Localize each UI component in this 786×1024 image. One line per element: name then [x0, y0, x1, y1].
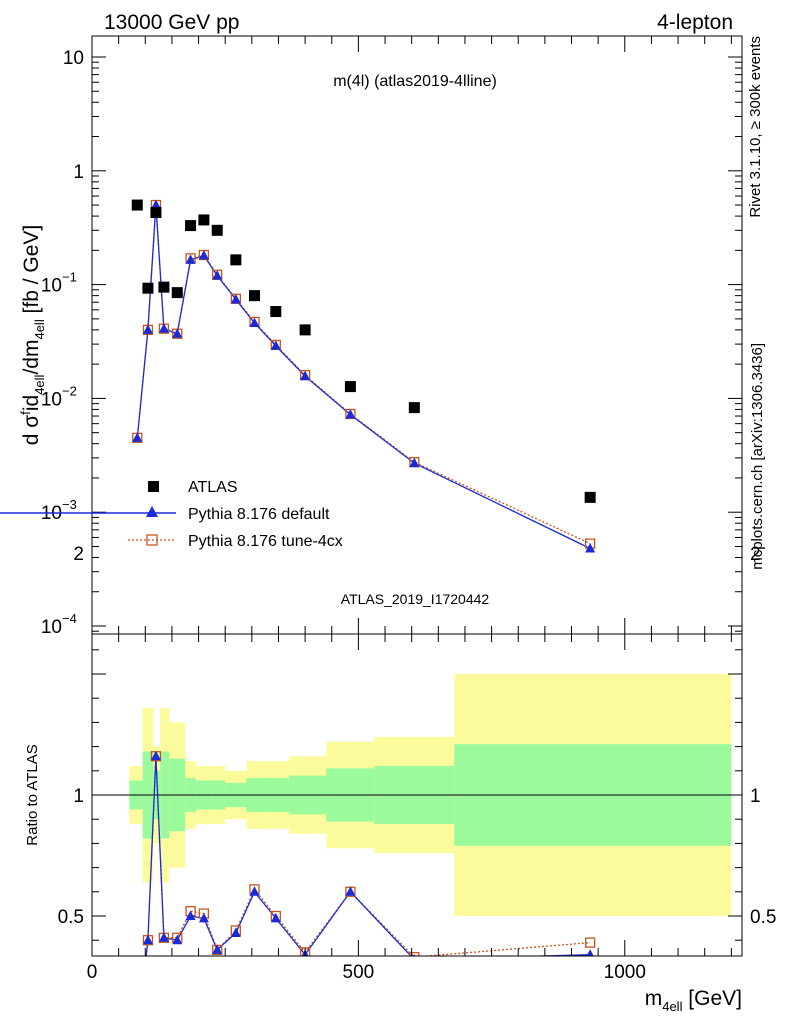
- marker-atlas: [185, 220, 197, 232]
- ratio-marker-default: [172, 934, 183, 945]
- ratio-y-ticks: 0.5 0.5 1 1 2 2: [58, 544, 776, 941]
- main-x-ticks: [91, 36, 732, 634]
- ratio-series-clip: [142, 750, 596, 956]
- marker-atlas: [150, 207, 162, 219]
- marker-atlas: [299, 324, 311, 336]
- marker-atlas: [158, 281, 170, 293]
- legend-label-atlas: ATLAS: [188, 479, 238, 496]
- ratio-ytick-label-right: 0.5: [750, 907, 776, 928]
- ratio-marker-default: [158, 932, 169, 942]
- ratio-marker-4cx: [585, 937, 596, 948]
- ratio-marker-default: [150, 750, 161, 761]
- marker-default: [150, 199, 161, 210]
- marker-atlas: [270, 306, 282, 318]
- header-right: 4-lepton: [657, 11, 733, 34]
- ratio-ylabel: Ratio to ATLAS: [24, 744, 41, 845]
- main-ytick-exponent: −4: [62, 611, 77, 626]
- main-ytick-label: 10: [41, 617, 62, 638]
- marker-default: [172, 328, 183, 338]
- main-ytick-exponent: −3: [62, 497, 77, 512]
- marker-atlas: [131, 199, 143, 211]
- legend-marker-default: [146, 506, 158, 517]
- marker-atlas: [142, 282, 154, 294]
- marker-default: [585, 542, 596, 553]
- marker-default: [132, 432, 143, 442]
- main-ytick-exponent: −1: [62, 270, 77, 285]
- ratio-marker-default: [249, 886, 260, 896]
- ratio-marker-default: [345, 886, 356, 896]
- main-series: [131, 199, 596, 553]
- marker-default: [230, 293, 241, 304]
- legend-label-4cx: Pythia 8.176 tune-4cx: [188, 533, 343, 550]
- marker-atlas: [584, 491, 596, 503]
- ratio-marker-4cx: [409, 951, 420, 956]
- marker-atlas: [408, 402, 420, 414]
- watermark: ATLAS_2019_I1720442: [341, 591, 490, 607]
- marker-default: [300, 370, 311, 381]
- marker-atlas: [249, 290, 260, 302]
- marker-atlas: [211, 224, 223, 236]
- marker-atlas: [171, 287, 183, 299]
- main-ylabel: d σfid4ell/dm4ell [fb / GeV]: [18, 225, 47, 446]
- x-tick-label: 500: [343, 962, 375, 983]
- header-left: 13000 GeV pp: [104, 11, 239, 34]
- main-ytick-label: 1: [73, 162, 84, 183]
- ratio-marker-default: [198, 912, 209, 923]
- ratio-marker-default: [212, 944, 223, 954]
- marker-default: [198, 250, 209, 260]
- marker-default: [158, 323, 169, 333]
- marker-default: [142, 324, 153, 334]
- marker-default: [212, 270, 223, 280]
- ratio-ytick-label-right: 2: [750, 544, 761, 565]
- marker-atlas: [344, 381, 356, 393]
- svg-text:d σfid4ell/dm4ell [fb / GeV]: d σfid4ell/dm4ell [fb / GeV]: [18, 225, 47, 446]
- marker-default: [185, 254, 196, 264]
- main-ytick-label: 10: [41, 389, 62, 410]
- main-ytick-label: 10: [41, 276, 62, 297]
- x-tick-label: 1000: [604, 962, 646, 983]
- ratio-series: [142, 750, 596, 956]
- ratio-marker-default: [142, 934, 153, 945]
- ratio-ytick-label: 0.5: [58, 907, 84, 928]
- ratio-marker-default: [270, 912, 281, 923]
- ratio-marker-4cx: [299, 947, 311, 956]
- main-ytick-exponent: −2: [62, 383, 77, 398]
- x-axis-label: m4ell [GeV]: [645, 987, 742, 1014]
- marker-atlas: [230, 254, 242, 266]
- legend-marker-atlas: [148, 481, 159, 492]
- ratio-ytick-label: 1: [73, 786, 84, 807]
- marker-default: [409, 457, 420, 468]
- legend-label-default: Pythia 8.176 default: [188, 506, 330, 523]
- ratio-ytick-label-right: 1: [750, 786, 761, 807]
- main-ytick-label: 10: [63, 48, 84, 69]
- ratio-ytick-label: 2: [73, 544, 84, 565]
- ratio-x-ticks: 0 500 1000: [87, 634, 732, 983]
- legend: ATLAS Pythia 8.176 default Pythia 8.176 …: [0, 479, 343, 550]
- x-tick-label: 0: [87, 962, 98, 983]
- marker-default: [270, 340, 281, 350]
- side-label-top: Rivet 3.1.10, ≥ 300k events: [747, 36, 764, 218]
- ratio-marker-default: [230, 927, 241, 937]
- marker-default: [249, 317, 260, 327]
- ratio-marker-default: [185, 910, 196, 920]
- legend-marker-4cx: [146, 534, 158, 546]
- ratio-marker-default: [586, 949, 594, 956]
- marker-default: [345, 409, 356, 419]
- marker-atlas: [198, 214, 210, 226]
- side-label-bottom: mcplots.cern.ch [arXiv:1306.3436]: [749, 343, 766, 570]
- plot-title: m(4l) (atlas2019-4lline): [333, 73, 497, 90]
